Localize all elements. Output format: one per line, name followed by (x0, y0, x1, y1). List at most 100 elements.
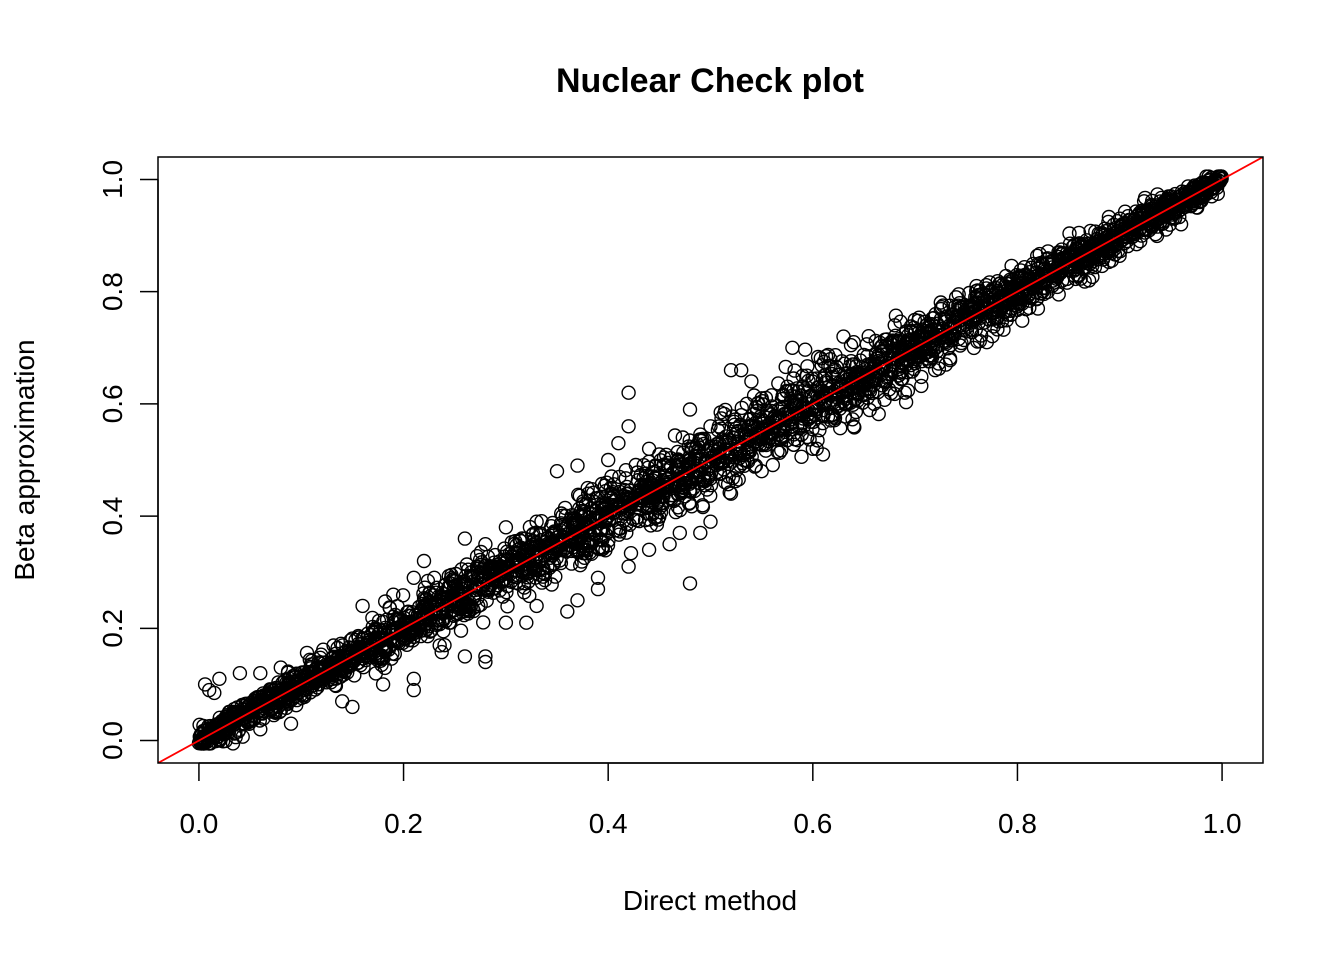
scatter-point (1214, 171, 1229, 186)
scatter-point (517, 580, 532, 595)
axes: 0.0 0.2 0.4 0.6 0.8 1.0 0.0 0.2 0.4 0.6 0.8 1.0 (97, 156, 1264, 839)
scatter-point (992, 276, 1007, 292)
scatter-point (652, 447, 667, 462)
scatter-point (779, 383, 794, 399)
scatter-point (462, 602, 477, 617)
scatter-point (386, 609, 401, 624)
scatter-point (454, 562, 469, 577)
scatter-point (859, 372, 874, 387)
scatter-point (682, 450, 697, 465)
scatter-point (798, 342, 813, 357)
scatter-point (786, 371, 801, 386)
scatter-point (765, 426, 780, 441)
scatter-point (731, 472, 746, 487)
scatter-point (871, 406, 886, 422)
scatter-point (1029, 274, 1045, 289)
scatter-point (784, 419, 800, 434)
scatter-point (1101, 209, 1117, 225)
scatter-point (395, 588, 411, 603)
scatter-point (1067, 237, 1082, 253)
scatter-point (898, 394, 914, 410)
scatter-point (794, 449, 809, 464)
scatter-point (436, 597, 451, 613)
scatter-point (651, 479, 666, 494)
scatter-point (426, 588, 441, 603)
scatter-point (673, 485, 688, 500)
scatter-point (879, 332, 894, 347)
scatter-point (771, 376, 786, 391)
scatter-point (933, 327, 948, 343)
scatter-point (630, 473, 646, 488)
scatter-point (332, 670, 347, 685)
y-tick-label: 0.0 (97, 721, 128, 760)
scatter-point (311, 655, 326, 670)
scatter-point (703, 514, 718, 529)
scatter-point (476, 615, 491, 630)
scatter-point (1144, 193, 1160, 209)
scatter-point (733, 446, 749, 461)
scatter-point (467, 580, 483, 595)
scatter-point (703, 477, 719, 493)
scatter-point (375, 677, 391, 692)
y-tick-label: 0.4 (97, 497, 128, 536)
scatter-point (484, 560, 500, 575)
scatter-point (865, 385, 880, 401)
scatter-point (1030, 301, 1046, 316)
scatter-point (478, 537, 493, 552)
x-tick-label: 0.2 (384, 808, 423, 839)
scatter-point (754, 464, 769, 479)
scatter-point (574, 554, 589, 569)
scatter-point (365, 610, 380, 626)
scatter-point (386, 587, 401, 602)
scatter-point (843, 354, 859, 369)
scatter-point (519, 615, 534, 630)
scatter-point (632, 482, 647, 498)
scatter-point (498, 520, 514, 535)
scatter-point (789, 397, 805, 412)
scatter-point (682, 402, 698, 417)
scatter-point (441, 568, 456, 584)
scatter-point (933, 295, 948, 310)
scatter-point (718, 475, 733, 490)
scatter-point (690, 437, 705, 452)
scatter-point (604, 469, 619, 484)
scatter-point (960, 311, 975, 326)
scatter-point (1029, 265, 1044, 280)
scatter-point (818, 349, 834, 364)
scatter-point (283, 716, 299, 731)
scatter-point (668, 504, 683, 520)
scatter-point (343, 658, 358, 673)
scatter-point (1134, 228, 1149, 243)
scatter-point (537, 566, 553, 582)
scatter-point (386, 615, 402, 630)
scatter-point (663, 458, 679, 474)
scatter-point (473, 544, 489, 560)
scatter-point (925, 349, 940, 365)
scatter-point (877, 392, 892, 407)
scatter-point (784, 383, 799, 398)
scatter-point (310, 672, 326, 688)
scatter-point (641, 460, 656, 475)
scatter-point (914, 378, 929, 394)
scatter-point (928, 306, 943, 322)
scatter-point (347, 668, 362, 683)
scatter-point (434, 644, 449, 660)
scatter-point (806, 407, 822, 422)
scatter-point (717, 435, 733, 451)
scatter-point (911, 313, 926, 328)
scatter-point (641, 441, 657, 456)
scatter-point (846, 335, 861, 350)
scatter-point (800, 359, 815, 374)
scatter-point (521, 540, 537, 556)
scatter-point (498, 615, 514, 630)
scatter-point (953, 338, 968, 353)
scatter-point (330, 640, 345, 656)
scatter-point (933, 301, 949, 317)
scatter-point (682, 483, 697, 498)
scatter-point (805, 371, 820, 386)
scatter-point (754, 391, 769, 406)
scatter-point (675, 430, 690, 445)
scatter-point (621, 385, 636, 400)
scatter-point (606, 477, 622, 492)
x-tick-label: 1.0 (1203, 808, 1242, 839)
